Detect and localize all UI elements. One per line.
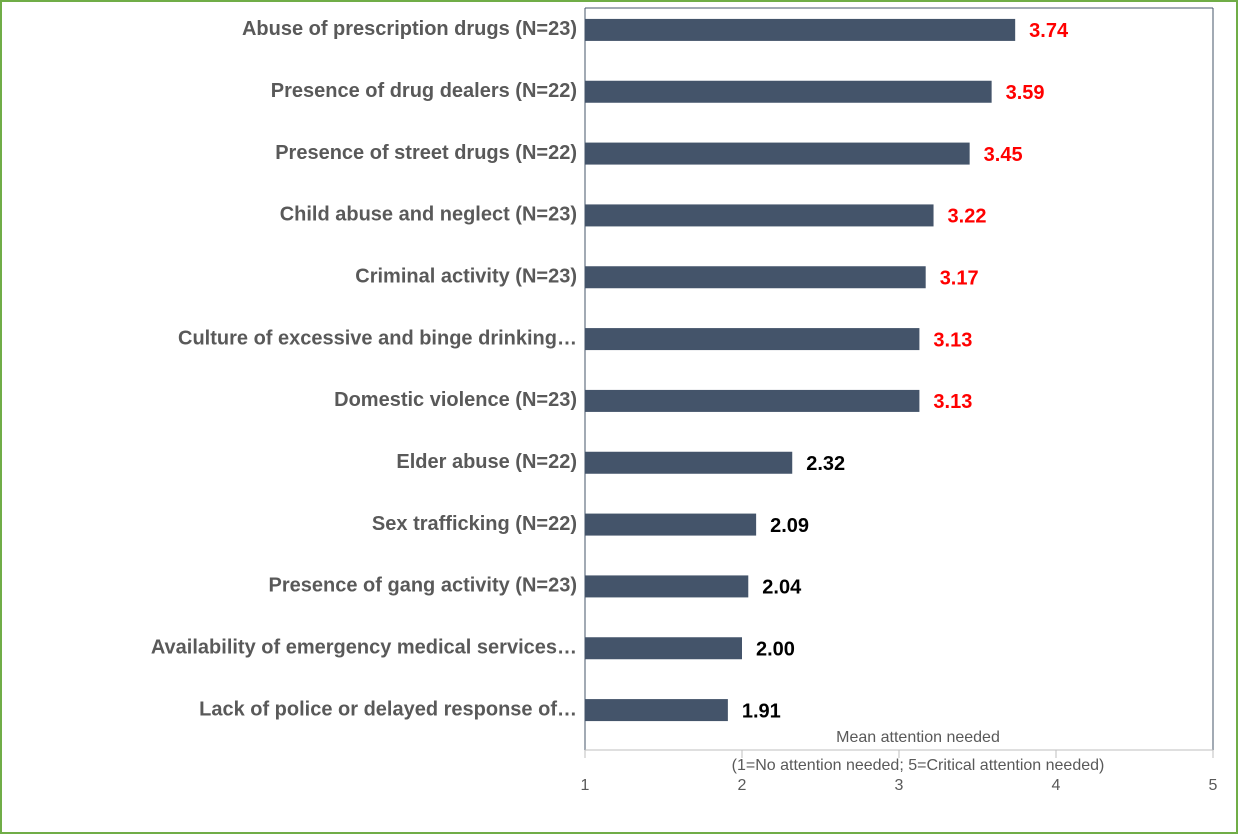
bar xyxy=(585,18,1016,41)
value-label: 3.74 xyxy=(1029,20,1069,42)
y-tick-label: Abuse of prescription drugs (N=23) xyxy=(242,18,577,40)
x-axis-title: Mean attention needed xyxy=(836,729,1000,746)
y-tick-label: Presence of street drugs (N=22) xyxy=(275,142,577,164)
bar xyxy=(585,451,793,474)
value-label: 3.22 xyxy=(948,206,987,228)
x-tick-label: 5 xyxy=(1209,777,1218,794)
y-tick-label: Culture of excessive and binge drinking… xyxy=(178,327,577,349)
y-tick-label: Presence of drug dealers (N=22) xyxy=(271,80,577,102)
value-label: 2.04 xyxy=(762,577,802,599)
x-tick-label: 2 xyxy=(738,777,747,794)
y-tick-label: Criminal activity (N=23) xyxy=(355,266,577,288)
x-tick-label: 3 xyxy=(895,777,904,794)
bar xyxy=(585,142,970,165)
bar xyxy=(585,575,749,598)
value-label: 2.00 xyxy=(756,639,795,661)
bar xyxy=(585,266,926,289)
value-label: 3.17 xyxy=(940,268,979,290)
y-tick-label: Availability of emergency medical servic… xyxy=(151,637,577,659)
y-tick-label: Child abuse and neglect (N=23) xyxy=(280,204,577,226)
bar xyxy=(585,204,934,227)
bar xyxy=(585,513,757,536)
value-label: 2.09 xyxy=(770,515,809,537)
y-tick-label: Domestic violence (N=23) xyxy=(334,389,577,411)
y-tick-label: Elder abuse (N=22) xyxy=(396,451,577,473)
x-tick-label: 1 xyxy=(581,777,590,794)
value-label: 3.59 xyxy=(1006,82,1045,104)
y-tick-label: Presence of gang activity (N=23) xyxy=(269,575,577,597)
bar xyxy=(585,80,992,103)
value-label: 3.13 xyxy=(933,391,972,413)
bar xyxy=(585,637,742,660)
x-tick-label: 4 xyxy=(1052,777,1061,794)
value-label: 1.91 xyxy=(742,700,781,722)
bar xyxy=(585,328,920,351)
y-tick-label: Sex trafficking (N=22) xyxy=(372,513,577,535)
value-label: 3.45 xyxy=(984,144,1023,166)
value-label: 3.13 xyxy=(933,329,972,351)
x-axis-note: (1=No attention needed; 5=Critical atten… xyxy=(732,757,1105,774)
bar xyxy=(585,699,728,722)
bar xyxy=(585,389,920,412)
y-tick-label: Lack of police or delayed response of… xyxy=(199,698,577,720)
value-label: 2.32 xyxy=(806,453,845,475)
